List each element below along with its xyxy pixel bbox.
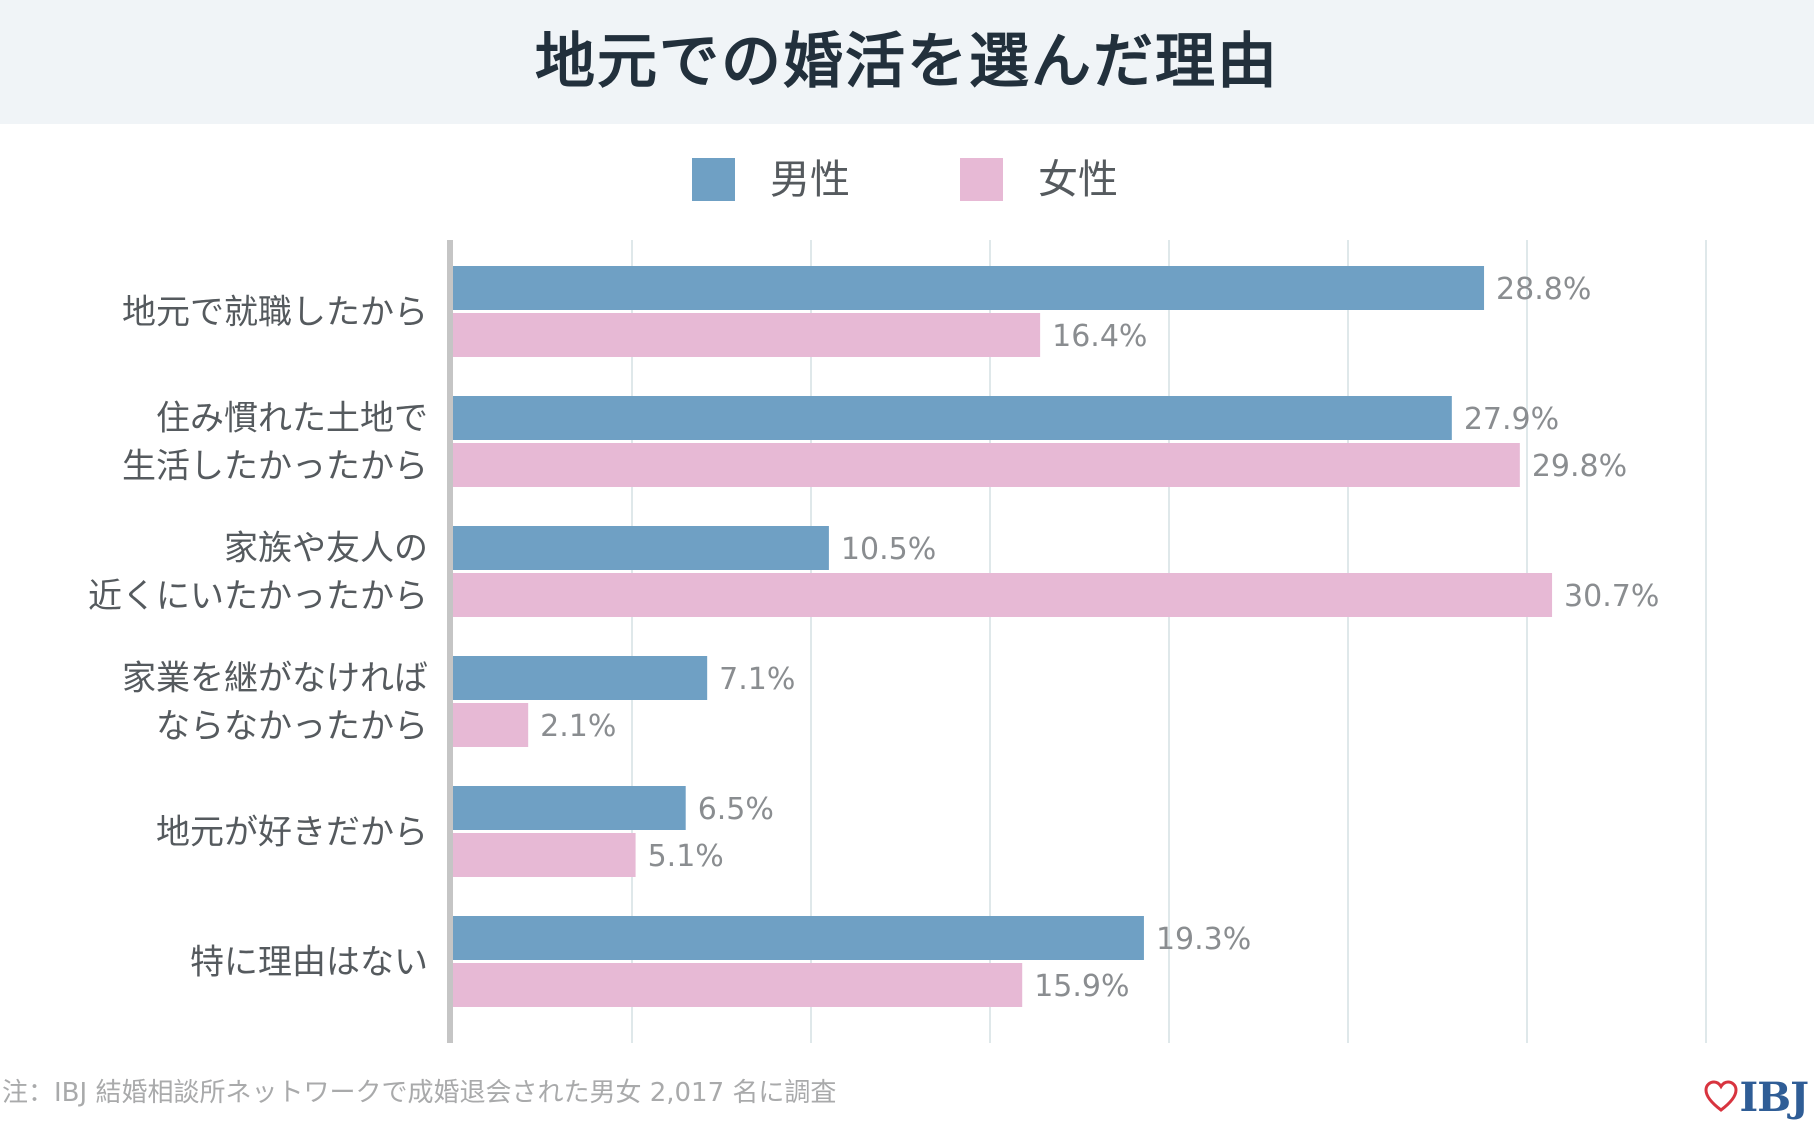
bar-female bbox=[453, 833, 636, 877]
legend: 男性 女性 bbox=[0, 152, 1814, 208]
bar-male bbox=[453, 266, 1485, 310]
legend-swatch-female bbox=[960, 158, 1003, 201]
data-label-female: 2.1% bbox=[540, 709, 616, 744]
category-label: 地元が好きだから bbox=[156, 813, 428, 853]
data-label-male: 19.3% bbox=[1156, 922, 1251, 957]
category-label: 特に理由はない bbox=[190, 943, 428, 983]
logo-text: IBJ bbox=[1739, 1073, 1809, 1121]
category-label: 家族や友人の bbox=[224, 529, 428, 569]
chart-title: 地元での婚活を選んだ理由 bbox=[535, 27, 1279, 97]
category-label: 地元で就職したから bbox=[122, 293, 428, 333]
ibj-logo: IBJ bbox=[1704, 1073, 1809, 1121]
bar-male bbox=[453, 396, 1452, 440]
bar-female bbox=[453, 963, 1023, 1007]
legend-label-male: 男性 bbox=[770, 157, 850, 203]
legend-swatch-male bbox=[692, 158, 735, 201]
category-label: 家業を継がなければ bbox=[122, 659, 428, 699]
bar-male bbox=[453, 526, 829, 570]
bar-female bbox=[453, 313, 1041, 357]
data-label-male: 27.9% bbox=[1464, 402, 1559, 437]
data-label-female: 29.8% bbox=[1532, 449, 1627, 484]
bar-male bbox=[453, 656, 708, 700]
title-banner bbox=[0, 0, 1814, 124]
category-label: 生活したかったから bbox=[122, 447, 428, 487]
category-label: ならなかったから bbox=[156, 707, 428, 747]
legend-label-female: 女性 bbox=[1038, 157, 1118, 203]
data-label-female: 5.1% bbox=[648, 839, 724, 874]
data-label-male: 7.1% bbox=[719, 662, 795, 697]
category-label: 近くにいたかったから bbox=[88, 577, 428, 617]
data-label-female: 15.9% bbox=[1034, 969, 1129, 1004]
data-label-male: 6.5% bbox=[698, 792, 774, 827]
data-label-female: 16.4% bbox=[1052, 319, 1147, 354]
bar-female bbox=[453, 443, 1520, 487]
data-label-male: 10.5% bbox=[841, 532, 936, 567]
bar-male bbox=[453, 916, 1144, 960]
data-label-female: 30.7% bbox=[1564, 579, 1659, 614]
heart-icon bbox=[1704, 1080, 1738, 1112]
bar-female bbox=[453, 703, 529, 747]
footnote: 注：IBJ 結婚相談所ネットワークで成婚退会された男女 2,017 名に調査 bbox=[2, 1078, 837, 1108]
bar-male bbox=[453, 786, 686, 830]
bar-female bbox=[453, 573, 1553, 617]
category-label: 住み慣れた土地で bbox=[156, 399, 428, 439]
data-label-male: 28.8% bbox=[1496, 272, 1591, 307]
